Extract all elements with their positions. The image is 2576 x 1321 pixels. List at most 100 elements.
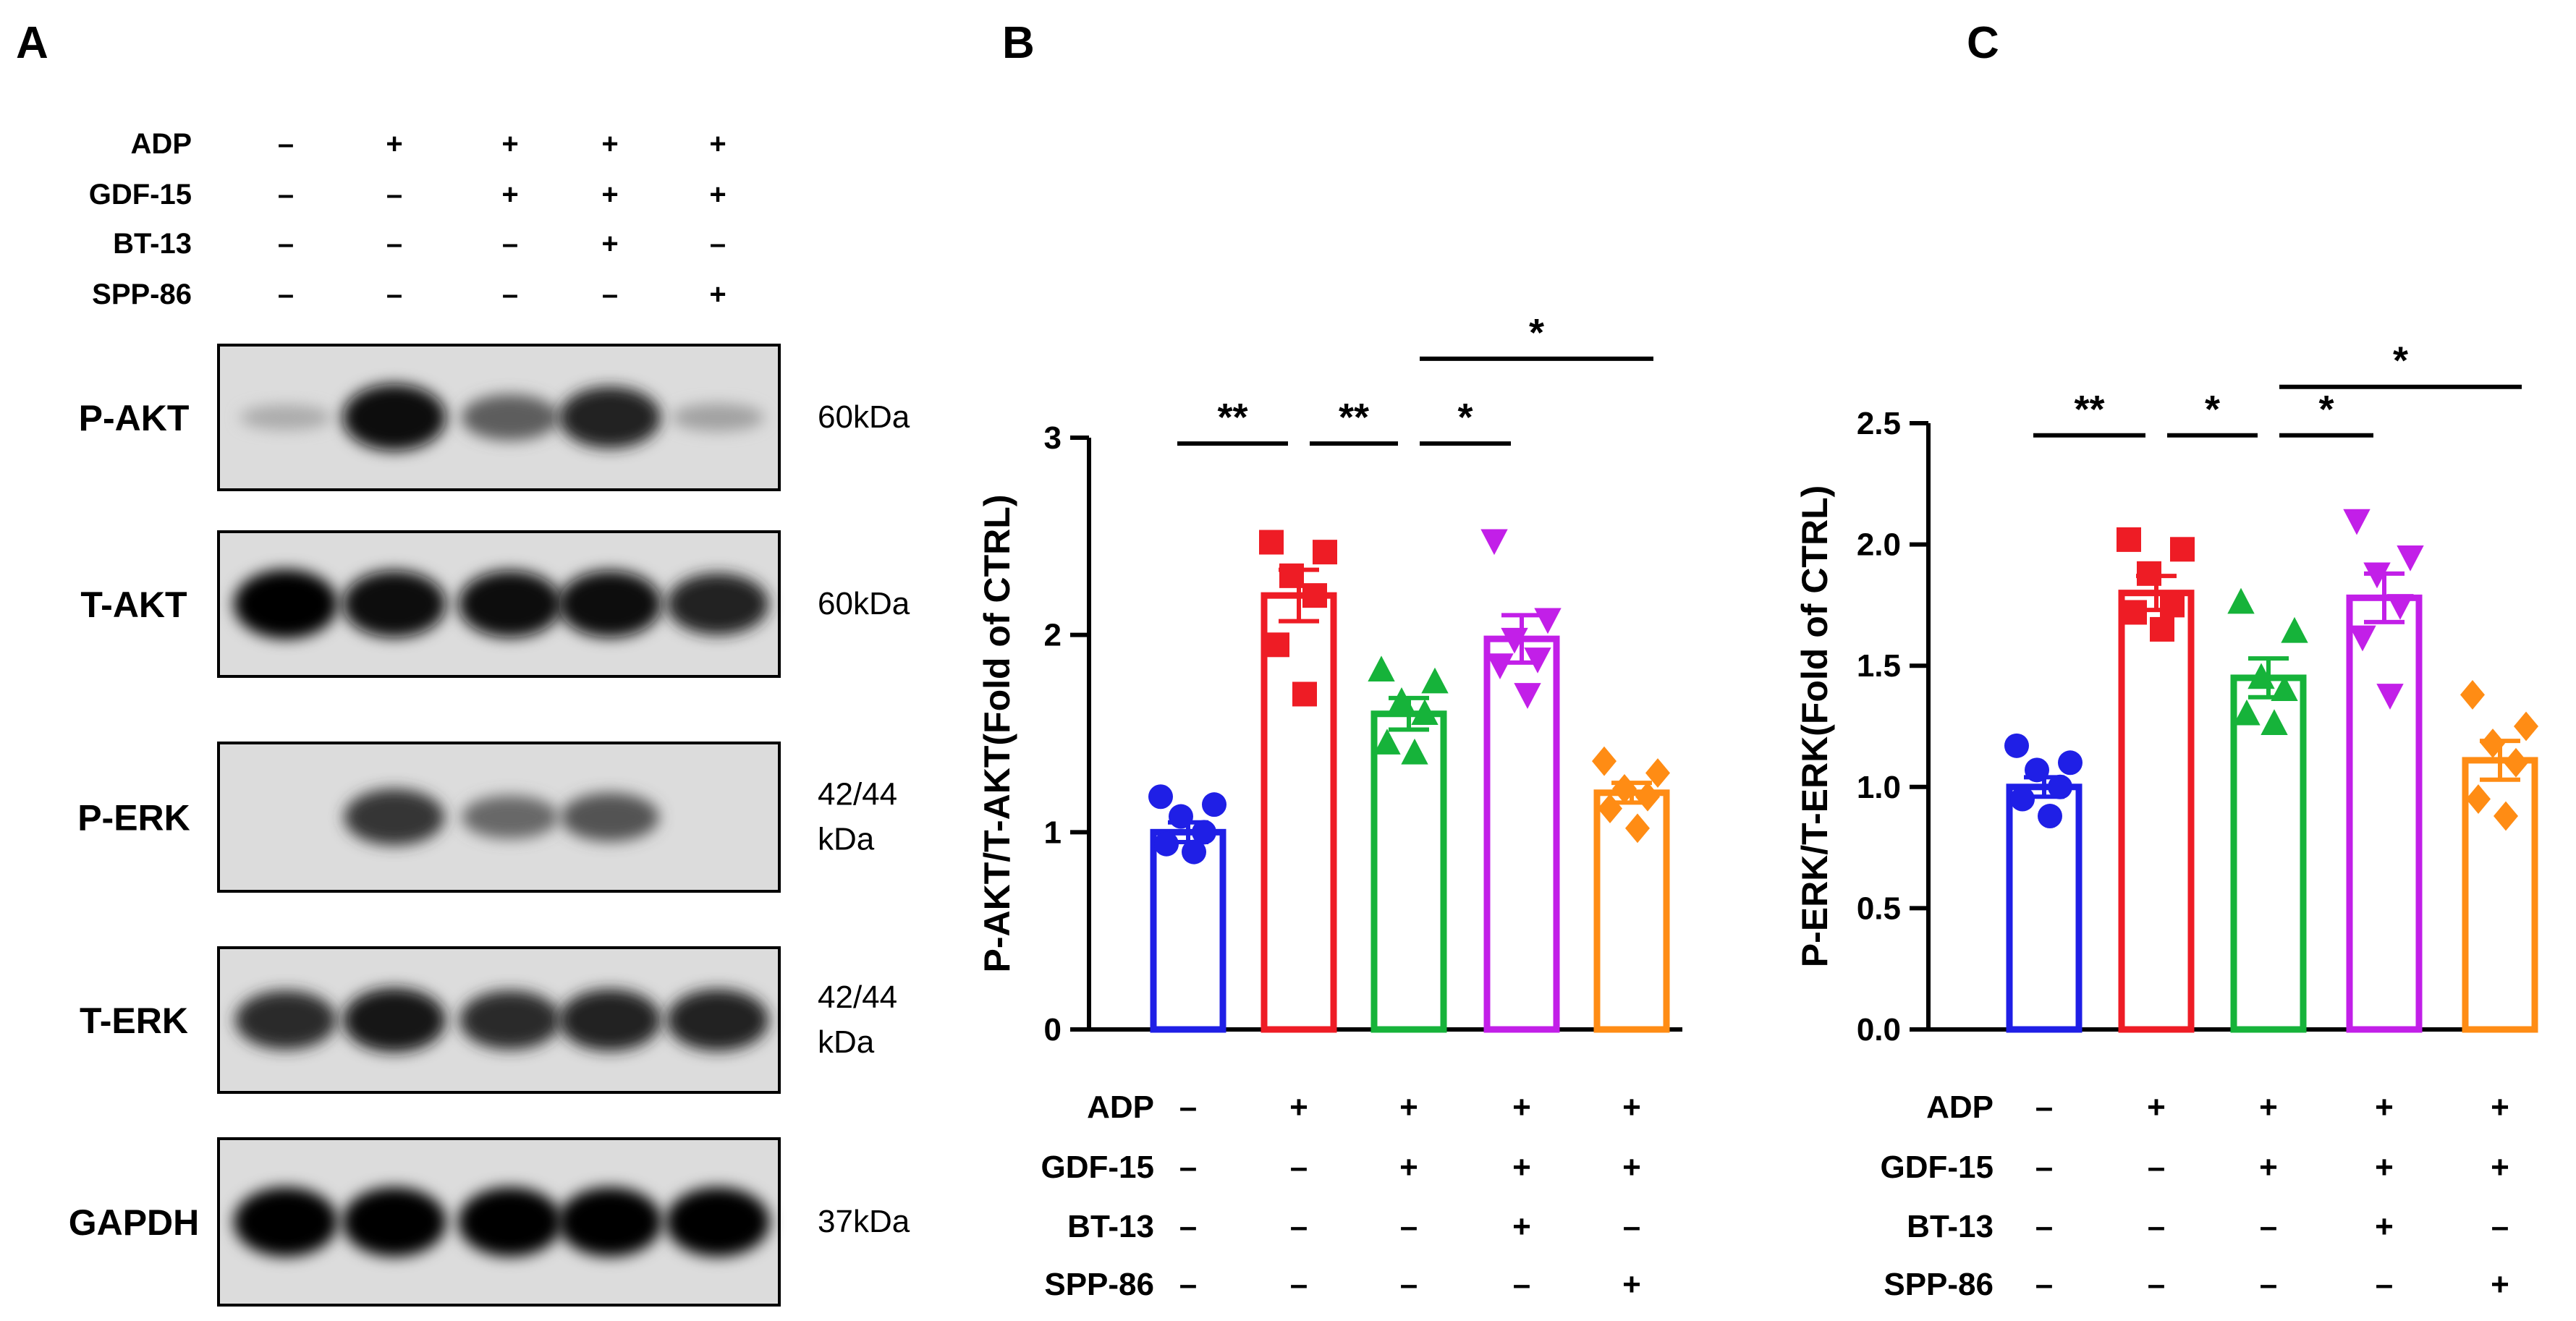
treatment-sign: – [2035, 1150, 2053, 1185]
blot-row-label: P-AKT [79, 398, 190, 438]
treatment-sign: + [709, 179, 726, 211]
treatment-sign: + [1399, 1089, 1418, 1125]
treatment-sign: + [1512, 1209, 1531, 1244]
treatment-sign: – [2376, 1267, 2393, 1302]
molecular-weight-label: kDa [818, 1024, 875, 1060]
y-tick-label: 2.5 [1857, 406, 1901, 441]
treatment-sign: – [278, 279, 294, 310]
y-axis-label: P-AKT/T-AKT(Fold of CTRL) [977, 495, 1017, 973]
treatment-sign: + [2375, 1150, 2394, 1185]
data-point [2004, 733, 2029, 758]
treatment-sign: + [1399, 1150, 1418, 1185]
treatment-sign: + [2375, 1209, 2394, 1244]
data-point [2480, 729, 2505, 758]
treatment-label: SPP-86 [92, 279, 192, 310]
data-point [1373, 729, 1401, 755]
treatment-sign: + [1622, 1267, 1641, 1302]
significance-star: ** [1339, 396, 1369, 439]
bar [2118, 590, 2195, 1033]
treatment-label: SPP-86 [1044, 1267, 1154, 1302]
data-point [2343, 509, 2370, 535]
blot-band [343, 987, 446, 1053]
treatment-sign: + [2259, 1089, 2278, 1125]
data-point [2227, 587, 2255, 614]
blot-band [234, 1187, 338, 1257]
treatment-sign: + [1622, 1150, 1641, 1185]
treatment-sign: – [502, 279, 518, 310]
data-point [2363, 562, 2391, 589]
blot-row-label: T-ERK [80, 1001, 188, 1041]
data-point [2038, 804, 2062, 829]
treatment-sign: – [2148, 1267, 2165, 1302]
y-tick-label: 1 [1044, 815, 1062, 850]
data-point [1169, 804, 1193, 829]
treatment-sign: – [1290, 1209, 1308, 1244]
treatment-sign: + [601, 228, 618, 260]
data-point [2150, 616, 2174, 642]
blot-band [558, 570, 662, 638]
blot-row-label: GAPDH [69, 1202, 200, 1243]
treatment-sign: + [1622, 1089, 1641, 1125]
treatment-sign: – [2035, 1089, 2053, 1125]
treatment-sign: – [1400, 1267, 1418, 1302]
data-point [2025, 757, 2049, 783]
data-point [1192, 820, 1216, 845]
blot-band [458, 570, 562, 638]
y-tick-label: 0.0 [1857, 1012, 1901, 1048]
data-point [1421, 667, 1449, 694]
treatment-sign: – [1179, 1267, 1197, 1302]
data-point [1534, 608, 1562, 634]
data-point [1368, 655, 1395, 682]
data-point [2010, 786, 2035, 812]
blot-band [342, 383, 446, 451]
blot-band [235, 990, 336, 1050]
blot-band [461, 394, 559, 441]
data-point [2048, 774, 2072, 799]
treatment-sign: – [1179, 1150, 1197, 1185]
treatment-sign: – [278, 128, 294, 160]
bar [1261, 592, 1337, 1033]
blot-band [671, 403, 764, 432]
p-erk-bar-chart: 0.0 0.5 1.0 1.5 2.0 2.5 P-ERK/T-ERK(Fold of CT… [1795, 339, 2538, 1302]
data-point [1645, 758, 1670, 788]
data-point [2233, 699, 2261, 726]
treatment-sign: – [1179, 1089, 1197, 1125]
treatment-sign: – [386, 279, 402, 310]
data-point [1202, 792, 1226, 817]
blot-band [666, 1187, 770, 1257]
treatment-label: BT-13 [1067, 1209, 1154, 1244]
significance-star: * [1457, 396, 1473, 439]
y-axis-label: P-ERK/T-ERK(Fold of CTRL) [1795, 485, 1835, 968]
data-point [1592, 746, 1617, 776]
y-tick-label: 1.0 [1857, 770, 1901, 805]
data-point [1411, 699, 1439, 726]
data-point [2514, 711, 2538, 742]
treatment-label: BT-13 [1907, 1209, 1994, 1244]
data-point [1182, 839, 1206, 865]
treatment-sign: – [2260, 1209, 2277, 1244]
y-tick-label: 1.5 [1857, 648, 1901, 684]
treatment-sign: – [278, 228, 294, 260]
treatment-sign: + [1512, 1150, 1531, 1185]
treatment-sign: – [1290, 1267, 1308, 1302]
molecular-weight-label: 42/44 [818, 980, 897, 1015]
treatment-sign: – [2148, 1209, 2165, 1244]
molecular-weight-label: 42/44 [818, 777, 897, 812]
treatment-sign: – [1290, 1150, 1308, 1185]
blot-band [234, 569, 338, 639]
data-point [1401, 738, 1428, 765]
data-point [1292, 681, 1317, 707]
blot-band [666, 989, 769, 1051]
treatment-sign: + [501, 128, 518, 160]
treatment-sign: + [2259, 1150, 2278, 1185]
treatment-sign: – [1400, 1209, 1418, 1244]
data-point [1524, 647, 1551, 674]
significance-star: ** [1217, 396, 1247, 439]
data-point [1154, 831, 1179, 857]
significance-star: * [2205, 388, 2220, 431]
molecular-weight-label: kDa [818, 822, 875, 857]
y-tick-label: 0.5 [1857, 891, 1901, 926]
data-point [2386, 594, 2414, 620]
